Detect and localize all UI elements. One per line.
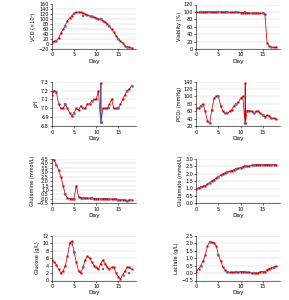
X-axis label: Day: Day [233,213,244,218]
Y-axis label: Glucose (g/L): Glucose (g/L) [36,242,40,274]
Y-axis label: pH: pH [34,100,39,107]
Y-axis label: Viablity (%): Viablity (%) [177,12,182,41]
X-axis label: Day: Day [88,290,100,295]
X-axis label: Day: Day [88,59,100,64]
X-axis label: Day: Day [233,59,244,64]
Y-axis label: VCD (×10⁵): VCD (×10⁵) [32,13,36,41]
Y-axis label: Lactate (g/L): Lactate (g/L) [174,242,179,274]
Y-axis label: Glutamine (mmol/L): Glutamine (mmol/L) [30,156,35,206]
X-axis label: Day: Day [233,290,244,295]
Y-axis label: Glutamate (mmol/L): Glutamate (mmol/L) [178,156,183,206]
Y-axis label: PCO₂ (mmHg): PCO₂ (mmHg) [177,87,182,121]
X-axis label: Day: Day [233,136,244,141]
X-axis label: Day: Day [88,136,100,141]
X-axis label: Day: Day [88,213,100,218]
